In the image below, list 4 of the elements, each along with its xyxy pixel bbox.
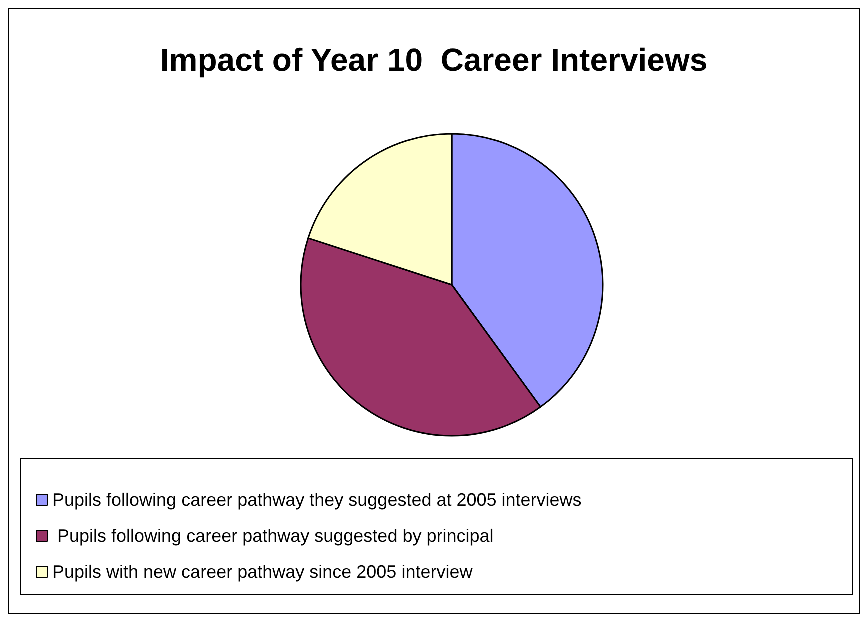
legend-label: Pupils following career pathway they suggested at 2005 interviews — [52, 490, 582, 510]
chart-title: Impact of Year 10 Career Interviews — [160, 42, 708, 78]
legend-label: Pupils following career pathway suggested by principal — [52, 526, 494, 546]
legend-label: Pupils with new career pathway since 2005 interview — [52, 562, 474, 582]
